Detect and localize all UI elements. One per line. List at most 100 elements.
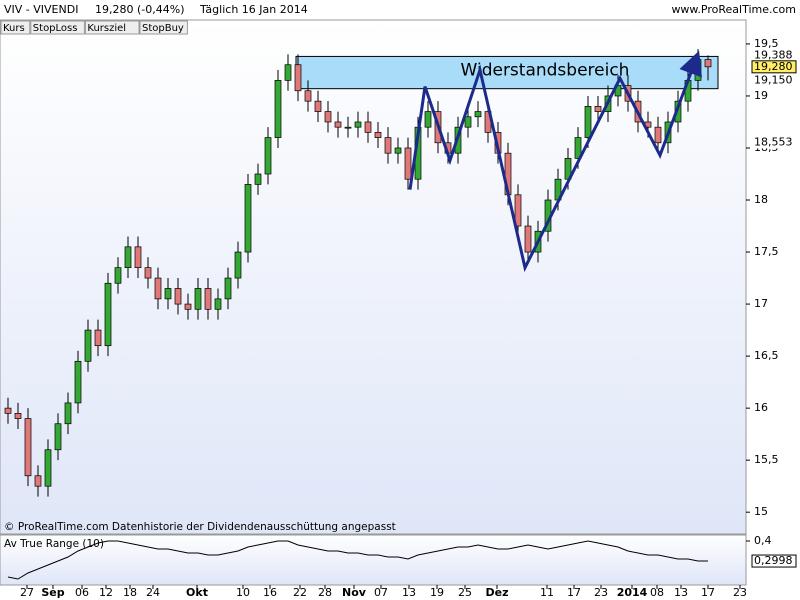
candle-body bbox=[354, 121, 362, 128]
candle-body bbox=[404, 147, 412, 180]
button-label[interactable]: Kurs bbox=[3, 23, 25, 34]
x-tick-label: Okt bbox=[186, 586, 208, 599]
y-tick-label: 17,5 bbox=[754, 245, 779, 258]
candle-body bbox=[74, 360, 82, 404]
x-tick-label: 10 bbox=[236, 586, 250, 599]
candle-body bbox=[204, 288, 212, 310]
candle-body bbox=[24, 418, 32, 477]
candle-body bbox=[474, 111, 482, 118]
candle-body bbox=[124, 246, 132, 269]
button-label[interactable]: StopBuy bbox=[142, 23, 184, 34]
x-tick-label: 22 bbox=[293, 586, 307, 599]
button-label[interactable]: StopLoss bbox=[33, 23, 78, 34]
candle-body bbox=[234, 251, 242, 279]
candle-body bbox=[244, 184, 252, 253]
y-tick-label: 16 bbox=[754, 401, 768, 414]
atr-tick-label: 0,4 bbox=[754, 534, 772, 547]
candle-body bbox=[304, 90, 312, 102]
button-label[interactable]: Kursziel bbox=[87, 23, 126, 34]
button[interactable] bbox=[84, 20, 140, 35]
candle-body bbox=[194, 288, 202, 310]
x-tick-label: 28 bbox=[318, 586, 332, 599]
candle-body bbox=[224, 277, 232, 300]
price-label-box bbox=[751, 60, 797, 74]
y-tick-label: 15,5 bbox=[754, 453, 779, 466]
x-tick-label: 07 bbox=[374, 586, 388, 599]
atr-area bbox=[0, 534, 747, 586]
x-tick-label: 13 bbox=[402, 586, 416, 599]
x-tick-label: Sep bbox=[41, 586, 64, 599]
candle-body bbox=[174, 288, 182, 305]
price-label: 19,280 bbox=[754, 60, 793, 73]
x-tick-label: 11 bbox=[540, 586, 554, 599]
candle-body bbox=[574, 137, 582, 159]
quote: 19,280 (-0,44%) bbox=[95, 3, 184, 16]
candle-body bbox=[254, 173, 262, 185]
candle-body bbox=[524, 225, 532, 253]
price-label-box bbox=[752, 136, 796, 149]
x-tick-label: 12 bbox=[99, 586, 113, 599]
candle-body bbox=[704, 59, 712, 68]
candle-body bbox=[144, 267, 152, 279]
candle-body bbox=[34, 475, 42, 487]
candle-body bbox=[164, 288, 172, 300]
y-tick-label: 19,5 bbox=[754, 37, 779, 50]
candle-body bbox=[154, 277, 162, 300]
candle-body bbox=[54, 423, 62, 451]
y-tick-label: 18 bbox=[754, 193, 768, 206]
candle-body bbox=[94, 329, 102, 347]
candle-body bbox=[114, 267, 122, 284]
candle-body bbox=[654, 126, 662, 144]
candle-body bbox=[294, 64, 302, 92]
candle-body bbox=[374, 132, 382, 138]
price-label: 18,553 bbox=[754, 135, 793, 148]
footer: © ProRealTime.com Datenhistorie der Divi… bbox=[4, 521, 396, 533]
x-tick-label: 17 bbox=[701, 586, 715, 599]
candle-body bbox=[274, 80, 282, 138]
x-tick-label: 13 bbox=[674, 586, 688, 599]
title: VIV - VIVENDI bbox=[4, 3, 78, 16]
atr-last-label: 0,2998 bbox=[754, 554, 793, 567]
button[interactable] bbox=[30, 20, 85, 35]
x-tick-label: 23 bbox=[594, 586, 608, 599]
x-tick-label: 2014 bbox=[617, 586, 648, 599]
candle-body bbox=[84, 329, 92, 362]
candle-body bbox=[424, 111, 432, 128]
atr-title: Av True Range (10) bbox=[4, 538, 104, 550]
candle-body bbox=[284, 64, 292, 81]
plot-area bbox=[0, 19, 747, 535]
candle-body bbox=[64, 402, 72, 425]
zigzag-arrow bbox=[408, 50, 702, 273]
button[interactable] bbox=[139, 20, 188, 35]
atr-line bbox=[7, 540, 709, 580]
candle-body bbox=[14, 412, 22, 419]
candle-body bbox=[324, 111, 332, 123]
candle-body bbox=[104, 282, 112, 347]
x-tick-label: 19 bbox=[430, 586, 444, 599]
period: Täglich 16 Jan 2014 bbox=[199, 3, 308, 16]
candle-body bbox=[44, 449, 52, 487]
atr-last-box bbox=[751, 554, 797, 568]
x-tick-label: Dez bbox=[486, 586, 509, 599]
x-tick-label: 25 bbox=[458, 586, 472, 599]
button[interactable] bbox=[0, 20, 31, 35]
x-tick-label: Nov bbox=[342, 586, 367, 599]
candle-body bbox=[334, 121, 342, 128]
x-tick-label: 16 bbox=[263, 586, 277, 599]
y-tick-label: 16,5 bbox=[754, 349, 779, 362]
x-tick-label: 17 bbox=[567, 586, 581, 599]
x-tick-label: 24 bbox=[146, 586, 160, 599]
candle-body bbox=[394, 147, 402, 154]
source: www.ProRealTime.com bbox=[671, 3, 796, 16]
x-tick-label: 18 bbox=[123, 586, 137, 599]
candle-body bbox=[184, 303, 192, 310]
candle-body bbox=[214, 298, 222, 310]
price-label-box bbox=[752, 49, 796, 62]
candle-body bbox=[584, 106, 592, 138]
candle-body bbox=[134, 246, 142, 269]
candle-body bbox=[314, 100, 322, 112]
candle-body bbox=[264, 137, 272, 175]
x-tick-label: 27 bbox=[20, 586, 34, 599]
price-label: 19,150 bbox=[754, 73, 793, 86]
